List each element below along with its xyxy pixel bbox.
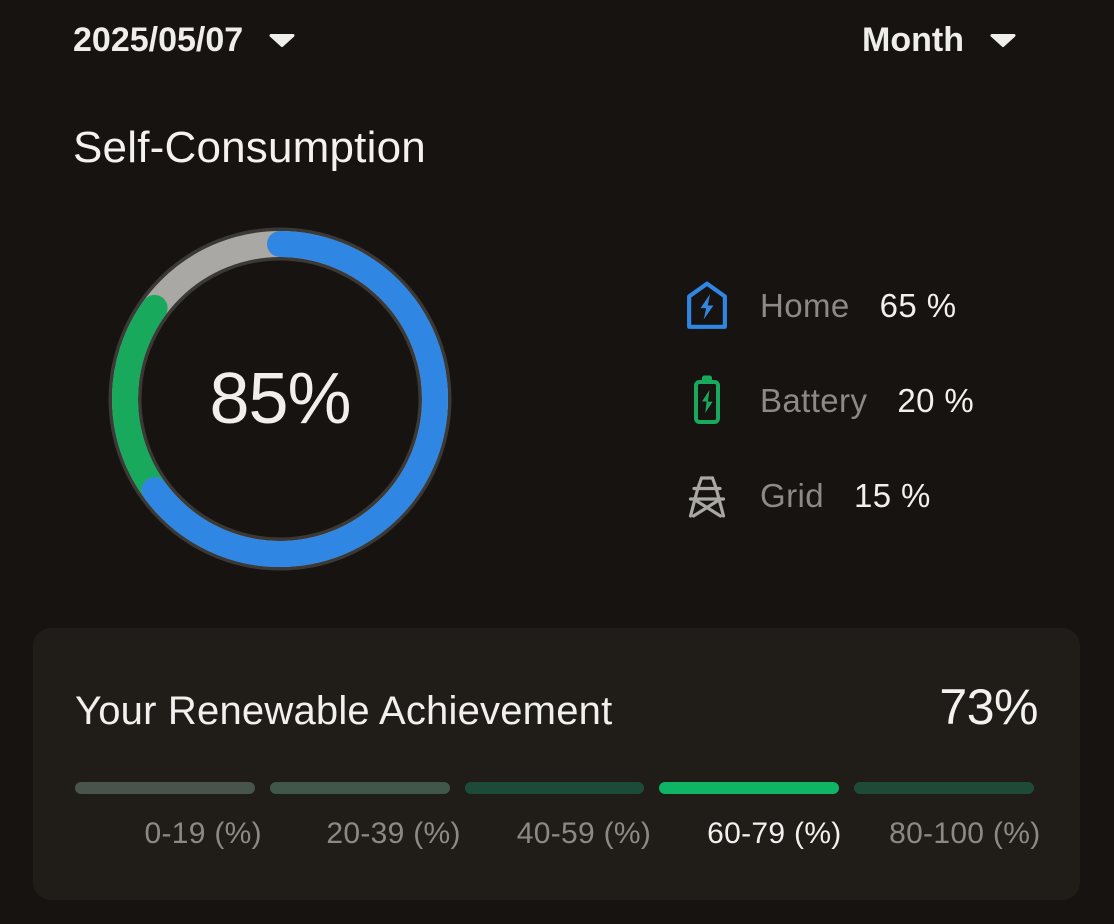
card-title: Your Renewable Achievement — [75, 689, 613, 733]
self-consumption-donut: 85% — [105, 224, 455, 574]
legend-value: 20 % — [897, 382, 975, 419]
donut-segment-battery — [112, 294, 168, 504]
period-label: Month — [862, 21, 964, 59]
legend-value: 65 % — [879, 287, 957, 324]
range-pill — [659, 782, 840, 794]
range-labels: 0-19 (%) 20-39 (%) 40-59 (%) 60-79 (%) 8… — [112, 816, 1056, 852]
date-selector[interactable]: 2025/05/07 — [73, 20, 297, 60]
date-label: 2025/05/07 — [73, 21, 244, 59]
legend-row-battery: Battery 20 % — [680, 373, 974, 429]
legend-row-grid: Grid 15 % — [680, 468, 974, 524]
renewable-achievement-card: Your Renewable Achievement 73% 0-19 (%) … — [33, 628, 1080, 900]
range-label: 80-100 (%) — [889, 817, 1041, 850]
legend-label: Battery — [760, 382, 868, 419]
range-track — [75, 782, 1034, 794]
range-pill — [854, 782, 1034, 794]
donut-chart — [108, 227, 452, 571]
page-title: Self-Consumption — [73, 123, 426, 172]
range-label: 0-19 (%) — [144, 817, 262, 850]
chevron-down-icon — [269, 34, 295, 47]
home-bolt-icon — [680, 278, 734, 334]
donut-legend: Home 65 % Battery 20 % — [680, 278, 974, 524]
donut-center-value: 85% — [209, 359, 351, 439]
legend-value: 15 % — [853, 477, 931, 514]
renewable-percentage: 73% — [939, 679, 1038, 735]
chevron-down-icon — [990, 34, 1016, 47]
range-pill — [464, 782, 645, 794]
legend-row-home: Home 65 % — [680, 278, 974, 334]
range-label: 60-79 (%) — [707, 817, 842, 850]
range-label: 40-59 (%) — [516, 817, 652, 850]
battery-bolt-icon — [680, 373, 734, 429]
legend-label: Home — [760, 287, 850, 324]
donut-segment-home — [141, 231, 448, 567]
range-pill — [75, 782, 255, 794]
legend-label: Grid — [760, 477, 824, 514]
period-selector[interactable]: Month — [862, 20, 1018, 60]
range-label: 20-39 (%) — [326, 817, 461, 850]
grid-tower-icon — [680, 468, 734, 524]
range-pill — [269, 782, 450, 794]
card-header: Your Renewable Achievement 73% — [75, 682, 1038, 732]
